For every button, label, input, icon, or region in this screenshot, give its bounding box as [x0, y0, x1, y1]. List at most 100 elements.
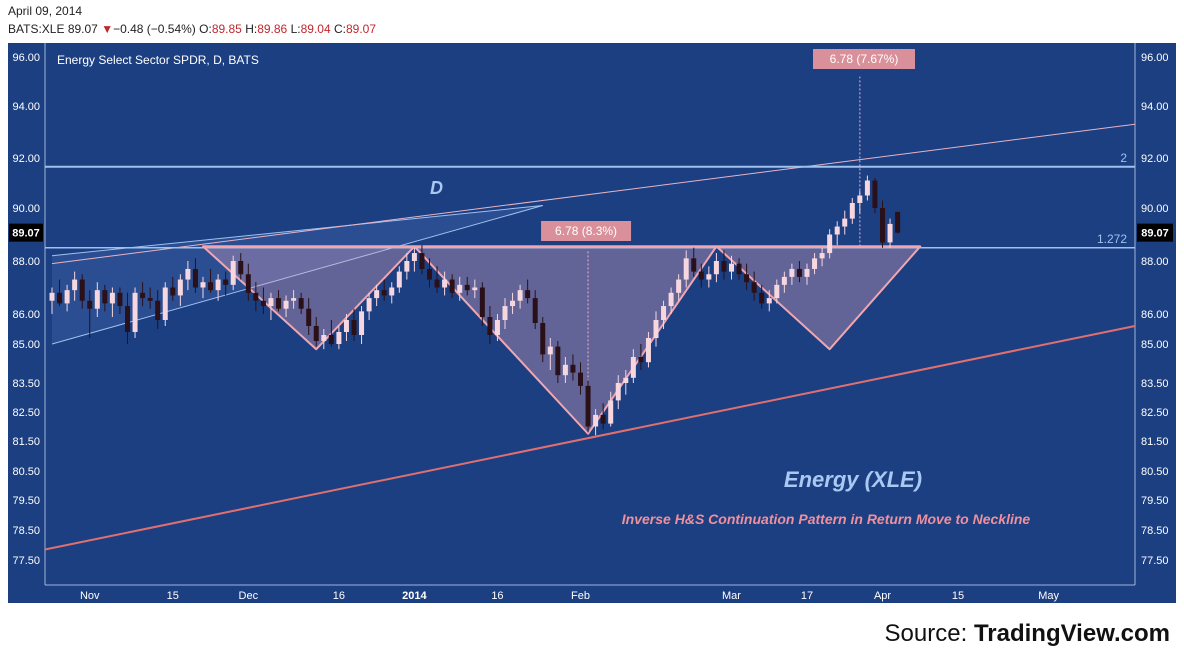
candle: [245, 263, 251, 301]
candle: [155, 290, 161, 329]
y-tick-right: 90.00: [1141, 203, 1169, 215]
candle: [540, 317, 546, 363]
x-tick: 15: [167, 590, 179, 602]
candle-body: [147, 298, 153, 301]
candle: [789, 263, 795, 285]
candle: [359, 306, 365, 344]
candle: [691, 247, 697, 277]
y-tick-left: 81.50: [12, 436, 40, 448]
candle: [479, 282, 485, 326]
candle-body: [774, 284, 780, 299]
measure-box-left: 6.78 (8.3%): [541, 221, 632, 241]
candle-body: [600, 414, 606, 424]
measure-box-right: 6.78 (7.67%): [813, 49, 915, 69]
candle-body: [155, 300, 161, 320]
candle: [49, 287, 55, 314]
candle: [411, 247, 417, 272]
candle: [759, 284, 765, 309]
candle-body: [298, 298, 304, 309]
candle: [721, 250, 727, 280]
candle: [230, 255, 236, 291]
close-label: C:: [333, 22, 346, 36]
candle: [291, 290, 297, 309]
candle-body: [291, 298, 297, 301]
candle-body: [64, 290, 70, 304]
candle: [396, 266, 402, 293]
candle-body: [849, 203, 855, 219]
candle: [744, 263, 750, 291]
candle-body: [49, 292, 55, 301]
candle: [608, 391, 614, 427]
candle-body: [283, 300, 289, 309]
candle: [185, 261, 191, 291]
y-tick-right: 82.50: [1141, 407, 1169, 419]
candle: [253, 282, 259, 312]
y-tick-left: 80.50: [12, 466, 40, 478]
close-value: 89.07: [345, 22, 376, 36]
candle: [842, 210, 848, 235]
candle-body: [472, 287, 478, 291]
high-value: 89.86: [257, 22, 288, 36]
current-price-tag-right-bg: [1137, 223, 1173, 242]
fib-label-2: 2: [1120, 151, 1127, 165]
candle-body: [389, 287, 395, 296]
candle: [427, 258, 432, 288]
candle: [336, 326, 342, 350]
y-tick-right: 85.00: [1141, 339, 1169, 351]
candle: [895, 211, 901, 234]
candle-body: [419, 253, 425, 269]
candle: [276, 290, 281, 312]
candle-body: [87, 300, 93, 309]
candle: [64, 284, 70, 312]
candle-body: [857, 195, 863, 203]
candle-body: [94, 290, 100, 309]
candle-body: [547, 346, 553, 355]
candle: [449, 274, 455, 299]
candle-body: [192, 268, 198, 288]
candle: [653, 311, 659, 347]
candle-body: [125, 306, 130, 332]
candle-body: [351, 320, 357, 335]
candle: [419, 245, 425, 275]
candle: [298, 292, 304, 314]
candle-body: [713, 261, 719, 275]
candle: [125, 292, 130, 344]
candle-body: [79, 279, 85, 301]
candle-body: [729, 263, 734, 272]
candle: [578, 362, 583, 395]
y-tick-left: 86.00: [12, 309, 40, 321]
candle-body: [661, 306, 667, 320]
y-tick-right: 88.00: [1141, 256, 1169, 268]
candle: [638, 344, 644, 370]
candle: [306, 298, 312, 335]
candle-body: [736, 263, 742, 275]
candle-body: [411, 253, 417, 261]
candle: [615, 375, 621, 410]
candle-body: [615, 383, 621, 401]
y-tick-right: 80.50: [1141, 466, 1169, 478]
candle: [510, 292, 516, 314]
y-tick-right: 86.00: [1141, 309, 1169, 321]
candle-body: [895, 211, 901, 233]
header-date: April 09, 2014: [8, 4, 83, 18]
annotation-title: Energy (XLE): [784, 467, 922, 492]
candle: [177, 274, 183, 307]
candle-body: [200, 282, 206, 288]
candle: [72, 271, 78, 301]
candle: [215, 274, 221, 301]
candle: [796, 261, 802, 283]
price-chart[interactable]: 6.78 (8.3%) 6.78 (7.67%) 2 1.272 96.00 96.00…: [0, 40, 1184, 606]
candle: [94, 282, 100, 317]
high-label: H:: [245, 22, 258, 36]
candle-body: [57, 292, 63, 304]
candle: [381, 279, 387, 301]
candle: [351, 308, 357, 341]
pattern-letter: D: [430, 178, 443, 198]
candle-body: [706, 274, 712, 280]
candle: [208, 268, 214, 293]
candle: [880, 200, 885, 248]
candle-body: [442, 279, 448, 288]
candle-body: [487, 317, 493, 335]
y-tick-left: 88.00: [12, 256, 40, 268]
x-tick: 16: [333, 590, 345, 602]
